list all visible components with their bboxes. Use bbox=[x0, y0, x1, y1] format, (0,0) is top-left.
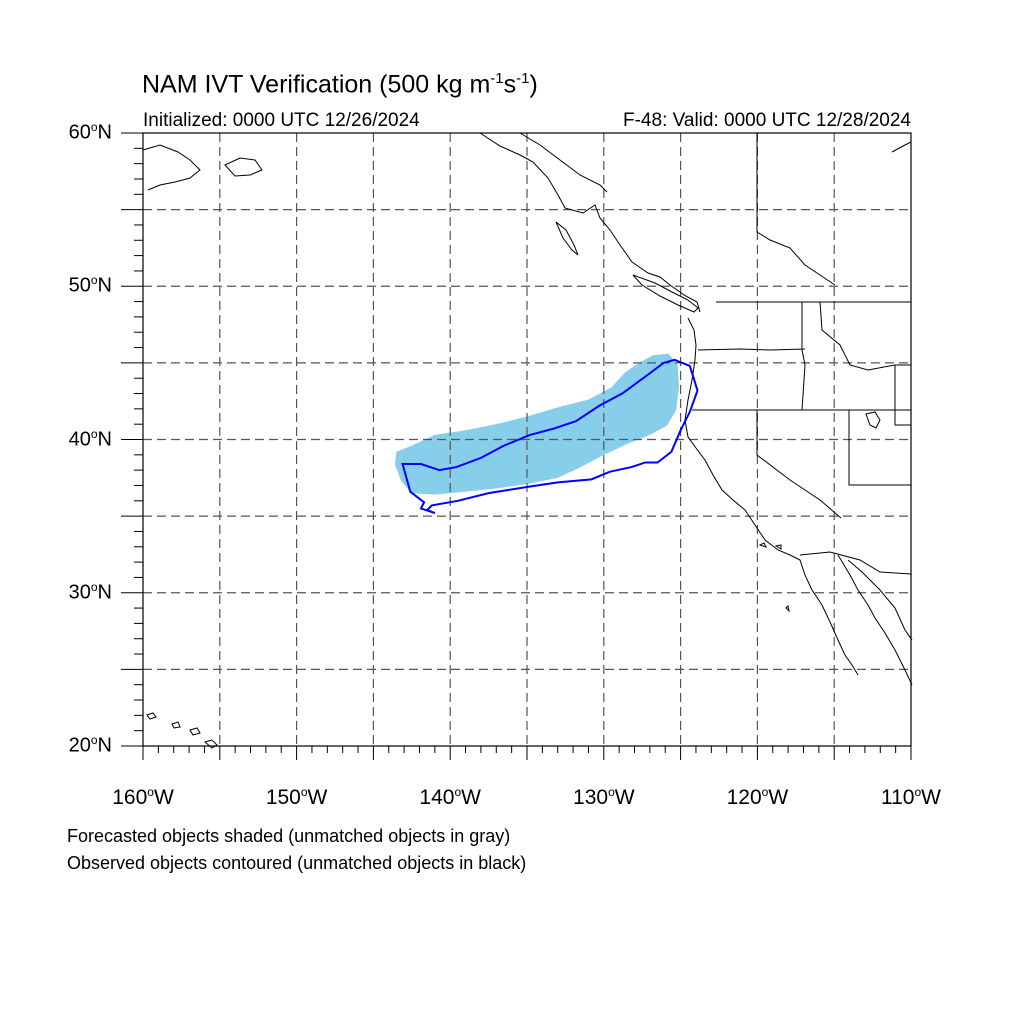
coastline-mexico-mainland bbox=[847, 559, 913, 641]
lon-label: 110oW bbox=[881, 785, 941, 810]
lat-label: 60oN bbox=[69, 120, 112, 145]
islands-aleutian bbox=[224, 157, 263, 177]
border-wyoming bbox=[894, 365, 911, 426]
forecast-object bbox=[394, 353, 680, 495]
lat-label-degree: o bbox=[90, 579, 98, 594]
island-guadalupe bbox=[785, 604, 790, 613]
lat-label-hemisphere: N bbox=[97, 428, 112, 451]
map-frame-layer bbox=[121, 132, 912, 760]
island-maui bbox=[189, 727, 201, 736]
lat-label: 50oN bbox=[69, 273, 112, 298]
great-salt-lake bbox=[865, 411, 881, 429]
border-us-mexico bbox=[799, 551, 912, 575]
title-main: NAM IVT Verification (500 kg m bbox=[142, 70, 491, 99]
title-sup-2: -1 bbox=[516, 70, 530, 87]
coastline-alaska-west bbox=[142, 144, 201, 191]
title-end: ) bbox=[529, 70, 538, 99]
lat-label-hemisphere: N bbox=[97, 274, 112, 297]
border-alaska-canada bbox=[756, 133, 836, 286]
coastline-alaska-bc bbox=[479, 132, 701, 313]
lat-label: 30oN bbox=[69, 580, 112, 605]
coastline-us-west bbox=[684, 317, 859, 676]
lat-label-value: 40 bbox=[68, 428, 91, 451]
title-mid: s bbox=[503, 70, 517, 99]
island-oahu bbox=[171, 721, 181, 729]
lat-label-degree: o bbox=[90, 426, 98, 441]
lat-label: 40oN bbox=[69, 427, 112, 452]
lon-label-value: 110 bbox=[881, 786, 915, 809]
lon-label-degree: o bbox=[608, 785, 615, 799]
lat-label-hemisphere: N bbox=[97, 581, 112, 604]
lon-label-hemisphere: W bbox=[921, 786, 941, 809]
lon-label-hemisphere: W bbox=[153, 786, 174, 809]
lon-label-value: 160 bbox=[112, 786, 148, 809]
lon-label-value: 140 bbox=[419, 786, 455, 809]
graticule-layer bbox=[143, 133, 911, 746]
lon-label-hemisphere: W bbox=[461, 786, 481, 809]
lon-label-degree: o bbox=[300, 785, 308, 799]
lat-label-value: 20 bbox=[68, 734, 91, 757]
lon-label-value: 150 bbox=[265, 786, 301, 809]
note-observed: Observed objects contoured (unmatched ob… bbox=[67, 853, 527, 873]
valid-label: F-48: Valid: 0000 UTC 12/28/2024 bbox=[623, 110, 911, 131]
border-oregon-washington bbox=[697, 348, 806, 351]
island-haida-gwaii bbox=[555, 221, 579, 256]
islands-channel bbox=[758, 542, 782, 550]
border-nevada-california bbox=[756, 410, 842, 519]
lon-label-degree: o bbox=[761, 785, 769, 799]
border-idaho-west bbox=[801, 302, 806, 411]
lon-label: 150oW bbox=[266, 785, 328, 810]
lat-label: 20oN bbox=[69, 733, 112, 758]
lat-label-value: 30 bbox=[68, 581, 91, 604]
forecast-objects-layer bbox=[394, 353, 680, 495]
lon-label-degree: o bbox=[914, 785, 922, 799]
lon-label: 130oW bbox=[573, 785, 635, 810]
island-vancouver bbox=[632, 274, 699, 313]
lat-label-hemisphere: N bbox=[97, 121, 112, 144]
lon-label-hemisphere: W bbox=[614, 786, 635, 809]
lat-label-value: 50 bbox=[68, 274, 91, 297]
lat-label-degree: o bbox=[90, 733, 98, 747]
title-sup-1: -1 bbox=[490, 70, 504, 87]
lon-label-hemisphere: W bbox=[768, 786, 789, 809]
coastline-alaska-north bbox=[519, 132, 608, 193]
island-hawaii bbox=[203, 739, 218, 749]
lon-label-degree: o bbox=[147, 785, 154, 799]
lat-label-degree: o bbox=[90, 120, 98, 134]
lon-label: 140oW bbox=[419, 785, 481, 810]
lon-label-value: 120 bbox=[726, 786, 762, 809]
lon-label: 120oW bbox=[727, 785, 789, 810]
note-forecast: Forecasted objects shaded (unmatched obj… bbox=[67, 826, 511, 846]
coast-northeast-corner bbox=[891, 141, 912, 153]
lon-label-degree: o bbox=[454, 785, 462, 799]
border-utah-nevada bbox=[848, 410, 911, 486]
initialized-label: Initialized: 0000 UTC 12/26/2024 bbox=[143, 110, 420, 131]
observed-object-contour bbox=[401, 358, 699, 515]
island-kauai bbox=[146, 712, 157, 720]
lat-label-degree: o bbox=[90, 273, 98, 288]
lon-label: 160oW bbox=[112, 785, 174, 810]
map-title: NAM IVT Verification (500 kg m-1s-1) bbox=[142, 70, 538, 99]
observed-objects-layer bbox=[401, 358, 699, 515]
lon-label-hemisphere: W bbox=[307, 786, 328, 809]
lat-label-value: 60 bbox=[68, 121, 91, 144]
lon-label-value: 130 bbox=[573, 786, 609, 809]
lat-label-hemisphere: N bbox=[97, 734, 112, 757]
coastline-baja bbox=[837, 554, 913, 686]
coastline-layer bbox=[142, 132, 913, 749]
political-borders-layer bbox=[692, 133, 912, 575]
